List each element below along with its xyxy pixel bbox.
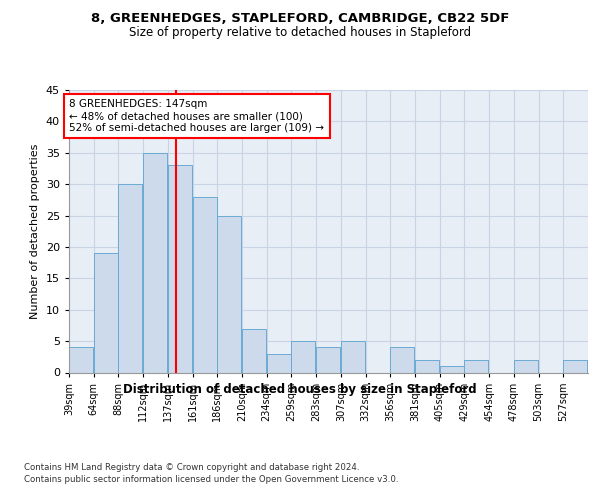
Bar — [94, 253, 118, 372]
Bar — [168, 166, 192, 372]
Text: Contains public sector information licensed under the Open Government Licence v3: Contains public sector information licen… — [24, 475, 398, 484]
Text: 8, GREENHEDGES, STAPLEFORD, CAMBRIDGE, CB22 5DF: 8, GREENHEDGES, STAPLEFORD, CAMBRIDGE, C… — [91, 12, 509, 26]
Bar — [292, 341, 316, 372]
Bar — [193, 196, 217, 372]
Bar — [563, 360, 587, 372]
Bar — [267, 354, 290, 372]
Bar — [143, 153, 167, 372]
Text: Distribution of detached houses by size in Stapleford: Distribution of detached houses by size … — [123, 382, 477, 396]
Bar — [118, 184, 142, 372]
Bar — [464, 360, 488, 372]
Bar — [390, 348, 414, 372]
Bar — [316, 348, 340, 372]
Bar — [415, 360, 439, 372]
Bar — [242, 328, 266, 372]
Bar — [69, 348, 93, 372]
Bar — [440, 366, 464, 372]
Bar — [514, 360, 538, 372]
Text: Size of property relative to detached houses in Stapleford: Size of property relative to detached ho… — [129, 26, 471, 39]
Bar — [341, 341, 365, 372]
Y-axis label: Number of detached properties: Number of detached properties — [30, 144, 40, 319]
Text: Contains HM Land Registry data © Crown copyright and database right 2024.: Contains HM Land Registry data © Crown c… — [24, 462, 359, 471]
Text: 8 GREENHEDGES: 147sqm
← 48% of detached houses are smaller (100)
52% of semi-det: 8 GREENHEDGES: 147sqm ← 48% of detached … — [70, 100, 325, 132]
Bar — [217, 216, 241, 372]
